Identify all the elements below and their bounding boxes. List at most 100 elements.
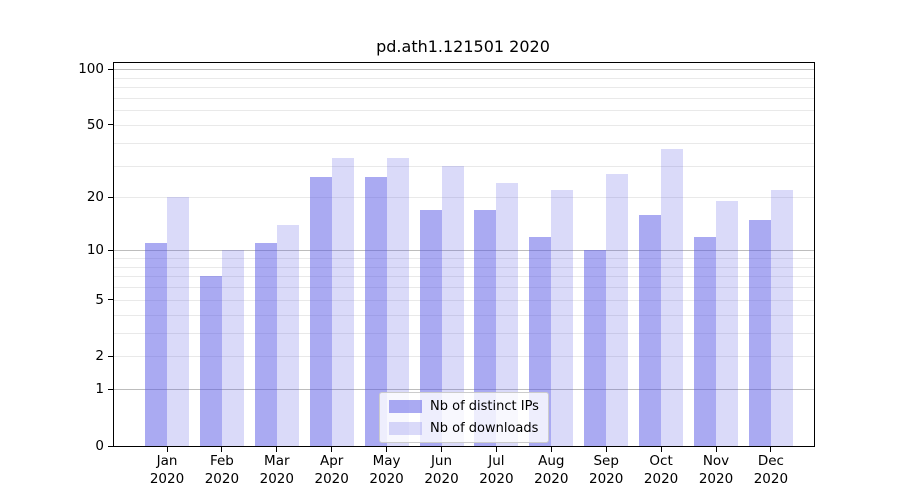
x-label-year: 2020 bbox=[369, 470, 404, 487]
gridline-6 bbox=[114, 287, 814, 288]
bar-oct-distinct-ips bbox=[639, 214, 662, 446]
x-label-month: Jan bbox=[156, 453, 178, 469]
x-label-aug: Aug 2020 bbox=[521, 453, 581, 488]
bar-jul-distinct-ips bbox=[474, 209, 497, 446]
x-label-may: May 2020 bbox=[357, 453, 417, 488]
y-tick-0 bbox=[108, 445, 113, 447]
gridline-40 bbox=[114, 142, 814, 144]
x-label-month: Aug bbox=[538, 453, 565, 469]
bar-jul-downloads bbox=[496, 183, 519, 446]
legend-label-downloads: Nb of downloads bbox=[430, 421, 539, 436]
y-tick-50 bbox=[108, 124, 113, 126]
bar-aug-downloads bbox=[551, 189, 574, 446]
x-label-year: 2020 bbox=[753, 470, 789, 487]
gridline-30 bbox=[114, 165, 814, 167]
x-tick-jun bbox=[441, 447, 442, 452]
bar-apr-distinct-ips bbox=[309, 176, 332, 446]
bar-nov-downloads bbox=[716, 201, 738, 446]
x-label-sep: Sep 2020 bbox=[576, 453, 636, 488]
bar-feb-downloads bbox=[221, 250, 244, 446]
x-label-month: Oct bbox=[649, 453, 673, 469]
bar-jan-downloads bbox=[167, 197, 189, 446]
x-label-year: 2020 bbox=[204, 470, 240, 487]
gridline-8 bbox=[114, 266, 814, 268]
x-label-month: May bbox=[372, 453, 401, 469]
y-tick-label-10: 10 bbox=[86, 242, 104, 259]
x-label-apr: Apr 2020 bbox=[302, 453, 362, 488]
legend-swatch-distinct-ips bbox=[389, 400, 422, 413]
gridline-3 bbox=[114, 332, 814, 334]
bar-mar-downloads bbox=[276, 224, 299, 446]
x-label-month: Mar bbox=[264, 453, 290, 469]
bar-sep-distinct-ips bbox=[584, 250, 607, 446]
gridline-5 bbox=[114, 299, 814, 301]
x-label-year: 2020 bbox=[698, 470, 734, 487]
x-tick-jan bbox=[166, 447, 168, 452]
y-tick-10 bbox=[108, 249, 113, 251]
gridline-1 bbox=[114, 389, 814, 391]
gridline-50 bbox=[114, 124, 814, 126]
gridline-70 bbox=[114, 97, 814, 99]
gridline-80 bbox=[114, 87, 814, 88]
x-label-year: 2020 bbox=[643, 470, 679, 487]
x-label-feb: Feb 2020 bbox=[192, 453, 252, 488]
y-tick-20 bbox=[108, 196, 113, 198]
bar-may-distinct-ips bbox=[364, 176, 387, 446]
gridline-90 bbox=[114, 77, 814, 79]
bar-dec-distinct-ips bbox=[748, 219, 771, 446]
bar-feb-distinct-ips bbox=[199, 276, 222, 446]
x-label-jan: Jan 2020 bbox=[137, 453, 197, 488]
x-label-year: 2020 bbox=[534, 470, 569, 487]
x-label-year: 2020 bbox=[589, 470, 624, 487]
gridline-20 bbox=[114, 197, 814, 199]
bar-oct-downloads bbox=[661, 148, 684, 446]
gridline-9 bbox=[114, 257, 814, 259]
x-label-oct: Oct 2020 bbox=[631, 453, 691, 488]
x-tick-oct bbox=[660, 447, 662, 452]
bar-sep-downloads bbox=[606, 173, 629, 446]
x-label-year: 2020 bbox=[149, 470, 185, 487]
x-label-year: 2020 bbox=[259, 470, 294, 487]
x-tick-mar bbox=[276, 447, 278, 452]
x-tick-feb bbox=[221, 447, 223, 452]
bar-may-downloads bbox=[386, 157, 409, 446]
x-tick-sep bbox=[605, 447, 607, 452]
x-label-mar: Mar 2020 bbox=[247, 453, 307, 488]
legend-item-downloads: Nb of downloads bbox=[389, 421, 539, 436]
y-tick-label-5: 5 bbox=[95, 291, 104, 308]
x-label-year: 2020 bbox=[314, 470, 349, 487]
x-label-month: Feb bbox=[209, 453, 234, 469]
x-tick-jul bbox=[495, 447, 497, 452]
legend-item-distinct-ips: Nb of distinct IPs bbox=[389, 399, 539, 414]
x-tick-aug bbox=[550, 447, 552, 452]
x-tick-apr bbox=[331, 447, 333, 452]
y-tick-1 bbox=[108, 388, 113, 390]
bar-jan-distinct-ips bbox=[145, 243, 167, 446]
gridline-4 bbox=[114, 314, 814, 316]
legend: Nb of distinct IPs Nb of downloads bbox=[379, 392, 549, 443]
y-tick-label-100: 100 bbox=[78, 61, 104, 77]
bar-apr-downloads bbox=[331, 157, 354, 446]
x-label-month: Apr bbox=[320, 453, 344, 469]
x-label-year: 2020 bbox=[479, 470, 514, 487]
legend-swatch-downloads bbox=[389, 422, 422, 435]
bar-jun-downloads bbox=[441, 165, 464, 446]
gridline-100 bbox=[114, 69, 814, 70]
y-tick-100 bbox=[108, 68, 113, 70]
x-label-month: Nov bbox=[702, 453, 730, 469]
x-label-dec: Dec 2020 bbox=[741, 453, 801, 488]
bar-jun-distinct-ips bbox=[419, 209, 442, 446]
x-label-month: Dec bbox=[757, 453, 784, 469]
y-tick-label-2: 2 bbox=[95, 348, 104, 365]
y-tick-2 bbox=[108, 355, 113, 357]
x-label-year: 2020 bbox=[424, 470, 459, 487]
x-label-month: Jun bbox=[430, 453, 453, 469]
gridline-60 bbox=[114, 110, 814, 112]
x-label-jul: Jul 2020 bbox=[466, 453, 526, 488]
bar-nov-distinct-ips bbox=[694, 236, 716, 446]
gridline-10 bbox=[114, 250, 814, 252]
y-tick-label-1: 1 bbox=[95, 381, 104, 398]
y-tick-label-50: 50 bbox=[86, 116, 104, 133]
plot-area: Nb of distinct IPs Nb of downloads Jan 20… bbox=[78, 61, 815, 487]
